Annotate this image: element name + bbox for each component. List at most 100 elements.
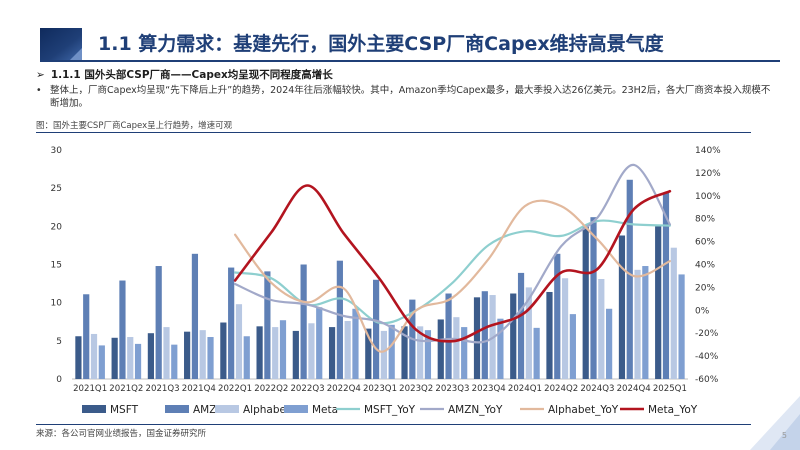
y-tick-label: 10 — [51, 299, 63, 309]
bar-alphabet — [598, 279, 605, 379]
bar-meta — [316, 307, 323, 379]
bar-alphabet — [670, 247, 677, 379]
bar-amzn — [554, 253, 561, 379]
bar-msft — [292, 330, 299, 379]
bar-amzn — [119, 280, 126, 379]
bar-msft — [365, 328, 372, 379]
legend-label: AMZN_YoY — [448, 404, 503, 416]
y-tick-label: 30 — [51, 146, 63, 156]
x-tick-label: 2023Q1 — [363, 384, 397, 394]
title-underline — [40, 60, 780, 62]
bar-msft — [655, 226, 662, 379]
summary-text: 整体上，厂商Capex均呈现“先下降后上升”的趋势，2024年往后涨幅较快。其中… — [50, 85, 771, 109]
bar-series-meta — [98, 266, 685, 379]
bar-amzn — [590, 217, 597, 379]
bar-msft — [184, 331, 191, 379]
y2-tick-label: 140% — [695, 146, 721, 156]
bar-amzn — [481, 291, 488, 379]
bar-amzn — [336, 260, 343, 379]
x-tick-label: 2021Q4 — [182, 384, 216, 394]
x-tick-label: 2024Q2 — [544, 384, 578, 394]
y2-tick-label: -40% — [695, 352, 719, 362]
y2-tick-label: -20% — [695, 329, 719, 339]
figure-caption: 图：国外主要CSP厂商Capex呈上行趋势，增速可观 — [36, 121, 233, 131]
summary-paragraph: • 整体上，厂商Capex均呈现“先下降后上升”的趋势，2024年往后涨幅较快。… — [36, 84, 772, 110]
x-tick-label: 2023Q4 — [472, 384, 506, 394]
figure-bottom-rule — [36, 424, 751, 425]
bar-meta — [207, 337, 214, 379]
legend-swatch-meta — [284, 405, 308, 413]
bar-amzn — [83, 294, 90, 379]
bar-meta — [606, 308, 613, 379]
bar-amzn — [300, 264, 307, 379]
y2-tick-label: 120% — [695, 169, 721, 179]
bar-amzn — [155, 266, 162, 379]
bar-meta — [388, 324, 395, 379]
x-tick-label: 2024Q1 — [508, 384, 542, 394]
legend-label: Meta — [312, 404, 338, 416]
title-accent-block — [40, 28, 82, 60]
line-series-alphabet-yoy — [234, 199, 671, 353]
bar-msft — [75, 336, 82, 379]
legend-swatch-amzn — [165, 405, 189, 413]
bar-msft — [473, 297, 481, 379]
line-series-amzn-yoy — [234, 163, 671, 344]
bar-alphabet — [235, 304, 243, 379]
bar-meta — [642, 266, 649, 379]
bar-amzn — [373, 279, 380, 379]
bar-meta — [134, 343, 142, 379]
bar-msft — [220, 322, 227, 379]
legend-swatch-alphabet — [215, 405, 239, 413]
y-tick-label: 25 — [51, 184, 62, 194]
y-tick-label: 20 — [51, 222, 63, 232]
legend-label: Alphabet — [243, 404, 290, 416]
y2-tick-label: 60% — [695, 238, 715, 248]
x-tick-label: 2021Q3 — [146, 384, 180, 394]
line-series-meta-yoy — [233, 184, 672, 343]
bar-msft — [401, 326, 408, 379]
bar-meta — [279, 320, 287, 379]
bullet-dot-icon: • — [36, 85, 42, 96]
bar-alphabet — [90, 333, 98, 379]
bar-msft — [582, 226, 589, 379]
bar-alphabet — [344, 320, 351, 379]
x-tick-label: 2023Q2 — [399, 384, 433, 394]
bar-amzn — [264, 271, 271, 379]
legend-label: Meta_YoY — [648, 404, 698, 416]
legend-label: MSFT — [110, 404, 139, 416]
bar-meta — [461, 327, 468, 379]
legend-label: Alphabet_YoY — [548, 404, 619, 416]
bar-series-msft — [75, 226, 662, 379]
section-subtitle: ➢ 1.1.1 国外头部CSP厂商——Capex均呈现不同程度高增长 — [36, 67, 333, 82]
bar-meta — [98, 345, 105, 379]
x-tick-label: 2022Q2 — [254, 384, 288, 394]
bar-alphabet — [561, 278, 569, 379]
y-tick-label: 5 — [56, 337, 62, 347]
bar-series-alphabet — [90, 247, 677, 379]
bar-msft — [256, 326, 263, 379]
corner-decoration — [750, 396, 800, 450]
x-tick-label: 2023Q3 — [435, 384, 469, 394]
y-tick-label: 15 — [51, 261, 62, 271]
bar-amzn — [228, 267, 235, 379]
bar-meta — [678, 274, 685, 379]
legend-label: MSFT_YoY — [364, 404, 416, 416]
section-subtitle-text: 1.1.1 国外头部CSP厂商——Capex均呈现不同程度高增长 — [50, 69, 333, 81]
y-tick-label: 0 — [56, 375, 62, 385]
figure-source: 来源：各公司官网业绩报告，国金证券研究所 — [36, 429, 207, 439]
bar-meta — [497, 318, 504, 379]
bar-alphabet — [308, 323, 315, 379]
bar-meta — [533, 327, 540, 379]
bar-meta — [171, 344, 178, 379]
chart-legend: MSFT AMZN Alphabet Meta MSFT_YoY AMZN_YoY Alph… — [82, 404, 698, 416]
bar-alphabet — [380, 330, 387, 379]
bar-amzn — [445, 293, 452, 379]
bar-meta — [352, 308, 359, 379]
bar-msft — [328, 327, 336, 379]
x-tick-label: 2021Q2 — [109, 384, 143, 394]
bar-msft — [437, 319, 444, 379]
x-tick-label: 2022Q4 — [327, 384, 361, 394]
y2-tick-label: 20% — [695, 283, 715, 293]
bar-alphabet — [163, 327, 170, 379]
